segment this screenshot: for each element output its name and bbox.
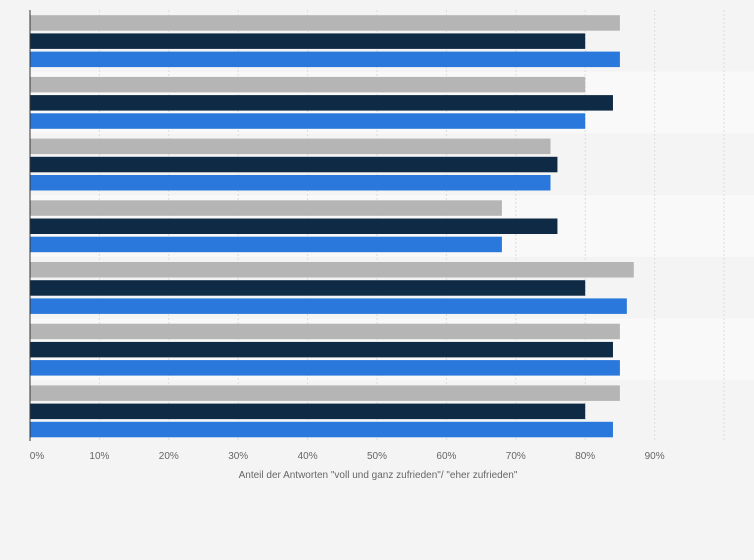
bar xyxy=(30,280,586,296)
bar xyxy=(30,95,613,111)
bar xyxy=(30,236,502,253)
bar xyxy=(30,218,558,234)
x-tick-label: 50% xyxy=(367,451,387,462)
bar xyxy=(30,323,620,340)
x-tick-label: 40% xyxy=(298,451,318,462)
x-tick-labels: 0% 10% 20% 30% 40% 50% 60% 70% 80% 90% xyxy=(30,451,665,462)
x-axis-label: Anteil der Antworten "voll und ganz zufr… xyxy=(239,470,518,481)
bar xyxy=(30,156,558,173)
bar xyxy=(30,403,586,420)
x-tick-label: 30% xyxy=(228,451,248,462)
bar xyxy=(30,175,551,191)
bar xyxy=(30,421,613,438)
bar xyxy=(30,33,586,49)
x-tick-label: 90% xyxy=(645,451,665,462)
bar xyxy=(30,51,620,68)
x-tick-label: 80% xyxy=(575,451,595,462)
bar xyxy=(30,298,627,314)
bar xyxy=(30,113,586,129)
x-tick-label: 20% xyxy=(159,451,179,462)
x-tick-label: 70% xyxy=(506,451,526,462)
bar xyxy=(30,385,620,401)
bar xyxy=(30,15,620,31)
x-tick-label: 0% xyxy=(30,451,45,462)
bar xyxy=(30,76,586,93)
bar xyxy=(30,138,551,155)
bar xyxy=(30,262,634,278)
x-tick-label: 60% xyxy=(436,451,456,462)
bar xyxy=(30,341,613,358)
bars xyxy=(30,15,634,438)
bar xyxy=(30,200,502,216)
bar xyxy=(30,360,620,376)
x-tick-label: 10% xyxy=(89,451,109,462)
